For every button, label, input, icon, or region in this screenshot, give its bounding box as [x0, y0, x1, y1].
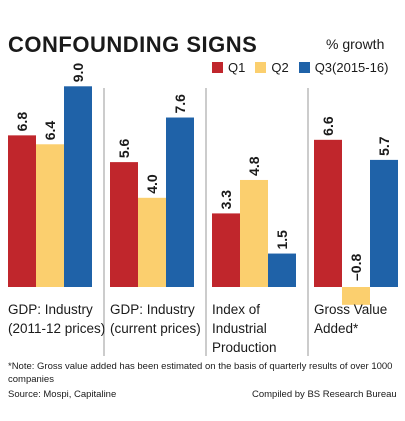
value-label-q1-cat-3: 3.3: [218, 190, 234, 210]
category-line: (current prices): [110, 321, 201, 336]
value-label-q3-2015-16--cat-4: 5.7: [376, 136, 392, 156]
value-label-q3-2015-16--cat-3: 1.5: [274, 230, 290, 250]
category-label-gdp-industry-constant: GDP: Industry (2011-12 prices): [8, 300, 108, 338]
value-label-q2-cat-1: 6.4: [42, 121, 58, 141]
category-line: Gross Value: [314, 302, 388, 317]
value-label-q2-cat-4: –0.8: [348, 254, 364, 281]
category-line: GDP: Industry: [8, 302, 93, 317]
bar-q1-cat-4: [314, 139, 342, 287]
bar-q1-cat-3: [212, 213, 240, 287]
legend-swatch-q1: [212, 62, 223, 73]
bar-q1-cat-1: [8, 135, 36, 287]
category-line: Industrial: [212, 321, 267, 336]
value-label-q3-2015-16--cat-1: 9.0: [70, 63, 86, 83]
chart-title: CONFOUNDING SIGNS: [8, 32, 258, 57]
legend-swatch-q3: [298, 62, 310, 73]
category-line: Added*: [314, 321, 359, 336]
bar-q2-cat-3: [240, 179, 268, 287]
value-label-q3-2015-16--cat-2: 7.6: [172, 94, 188, 114]
bar-q2-cat-4: [342, 287, 370, 305]
value-label-q1-cat-4: 6.6: [320, 116, 336, 136]
category-label-gva: Gross Value Added*: [314, 300, 405, 338]
bar-q1-cat-2: [110, 162, 138, 287]
value-label-q2-cat-2: 4.0: [144, 174, 160, 194]
bar-q2-cat-1: [36, 144, 64, 287]
legend-item-q1: Q1: [212, 60, 245, 75]
category-line: (2011-12 prices): [8, 321, 106, 336]
bar-q3-2015-16--cat-2: [166, 117, 194, 288]
legend-label-q1: Q1: [228, 60, 246, 75]
category-line: Production: [212, 340, 277, 355]
value-label-q1-cat-2: 5.6: [116, 138, 132, 158]
legend-swatch-q2: [255, 62, 267, 73]
category-line: GDP: Industry: [110, 302, 195, 317]
source-text: Source: Mospi, Capitaline: [8, 389, 117, 400]
credit-text: Compiled by BS Research Bureau: [252, 389, 397, 400]
legend-item-q3: Q3(2015-16): [298, 60, 389, 75]
bar-q3-2015-16--cat-3: [268, 253, 296, 287]
legend-item-q2: Q2: [255, 60, 289, 75]
category-label-gdp-industry-current: GDP: Industry (current prices): [110, 300, 210, 338]
value-label-q2-cat-3: 4.8: [246, 156, 262, 176]
category-line: Index of: [212, 302, 261, 317]
category-label-iip: Index of Industrial Production: [212, 300, 312, 357]
footnote: *Note: Gross value added has been estima…: [8, 361, 393, 385]
legend: Q1 Q2 Q3(2015-16): [212, 60, 398, 75]
bar-q2-cat-2: [138, 197, 166, 287]
legend-label-q2: Q2: [271, 60, 289, 75]
bar-q3-2015-16--cat-4: [370, 159, 398, 287]
value-label-q1-cat-1: 6.8: [14, 112, 30, 132]
unit-label: % growth: [326, 36, 385, 52]
bar-q3-2015-16--cat-1: [64, 86, 92, 287]
legend-label-q3: Q3(2015-16): [314, 60, 389, 75]
